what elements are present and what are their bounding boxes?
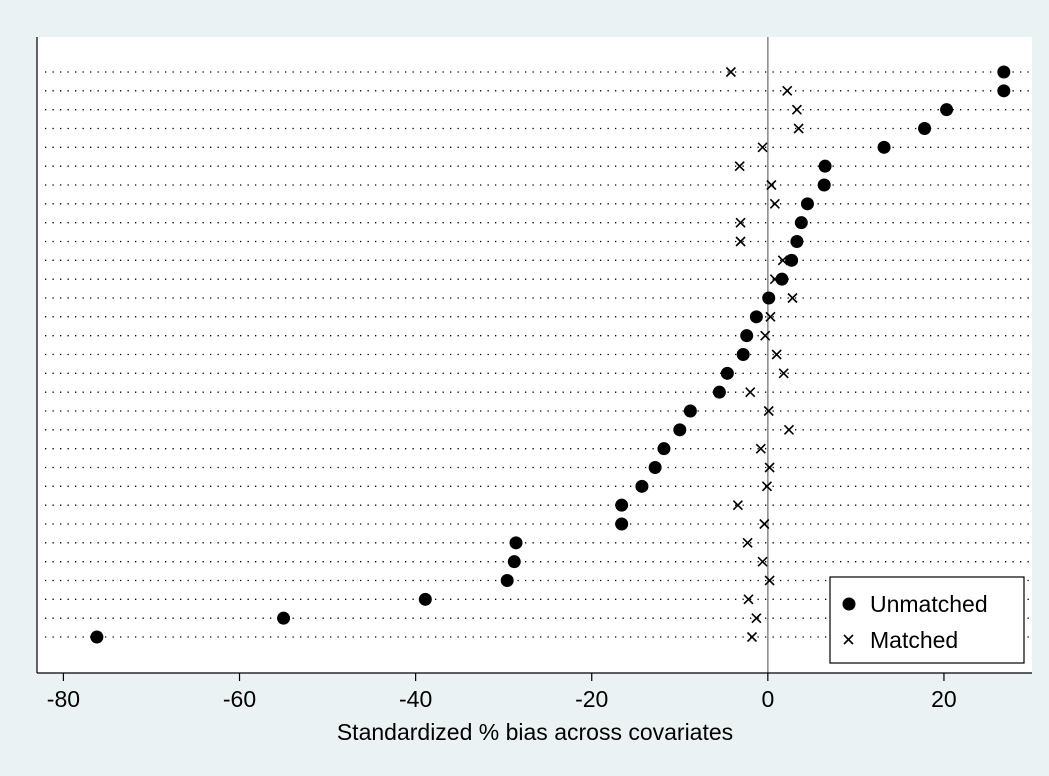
matched-point: [782, 85, 793, 96]
unmatched-point: [720, 366, 734, 380]
matched-point: [765, 311, 776, 322]
matched-point: [742, 537, 753, 548]
matched-point: [787, 292, 798, 304]
x-tick-label: 0: [761, 686, 774, 712]
matched-point: [743, 594, 754, 605]
unmatched-point: [90, 630, 104, 644]
x-axis-title: Standardized % bias across covariates: [337, 719, 733, 745]
legend-matched-label: Matched: [870, 627, 958, 653]
unmatched-point: [818, 159, 832, 173]
x-axis-ticks: -80 -60 -40 -20 0 20: [47, 673, 957, 712]
matched-point: [764, 575, 775, 586]
matched-point: [745, 387, 756, 398]
unmatched-point: [877, 140, 891, 154]
matched-point: [725, 66, 736, 78]
unmatched-point: [615, 517, 629, 531]
unmatched-point: [507, 555, 521, 569]
legend-unmatched-marker: [842, 597, 856, 611]
matched-point: [735, 217, 746, 228]
data-marks: [90, 65, 1011, 644]
unmatched-point: [790, 235, 804, 248]
unmatched-point: [794, 216, 808, 230]
matched-point: [757, 142, 768, 153]
matched-point: [763, 405, 774, 417]
unmatched-point: [736, 348, 750, 361]
unmatched-point: [997, 65, 1011, 79]
unmatched-point: [277, 611, 291, 625]
unmatched-point: [740, 329, 754, 343]
matched-point: [735, 236, 746, 247]
matched-point: [778, 368, 789, 379]
x-tick-label: -80: [47, 686, 80, 712]
matched-point: [746, 631, 758, 643]
x-tick-label: -60: [223, 686, 256, 712]
unmatched-point: [615, 498, 629, 512]
unmatched-point: [500, 574, 514, 587]
matched-point: [761, 481, 773, 492]
matched-point: [764, 462, 775, 473]
matched-point: [793, 123, 804, 134]
x-tick-label: -20: [575, 686, 608, 712]
matched-point: [734, 161, 745, 172]
unmatched-point: [817, 178, 831, 192]
unmatched-point: [657, 442, 671, 456]
unmatched-point: [997, 84, 1011, 98]
matched-point: [771, 349, 782, 360]
matched-point: [783, 424, 795, 435]
legend-unmatched-label: Unmatched: [870, 591, 988, 617]
matched-point: [791, 104, 802, 115]
matched-point: [755, 443, 766, 454]
matched-point: [732, 500, 743, 511]
unmatched-point: [683, 404, 697, 418]
matched-point: [777, 255, 788, 266]
x-tick-label: 20: [931, 686, 957, 712]
x-tick-label: -40: [399, 686, 432, 712]
matched-point: [760, 330, 771, 341]
unmatched-point: [918, 122, 932, 135]
legend-matched-marker: [843, 634, 854, 645]
unmatched-point: [940, 103, 954, 117]
legend-box: [829, 576, 1025, 664]
unmatched-point: [749, 310, 763, 324]
unmatched-point: [712, 385, 726, 399]
unmatched-point: [509, 536, 523, 550]
matched-point: [759, 518, 770, 530]
legend: Unmatched Matched: [829, 576, 1025, 664]
matched-point: [751, 613, 762, 624]
unmatched-point: [762, 291, 776, 305]
matched-point: [766, 179, 777, 191]
unmatched-point: [648, 461, 662, 474]
unmatched-point: [418, 592, 432, 606]
matched-point: [757, 556, 768, 567]
matched-point: [769, 198, 780, 209]
unmatched-point: [635, 479, 649, 493]
unmatched-point: [785, 253, 799, 267]
unmatched-point: [775, 272, 789, 286]
unmatched-point: [800, 197, 814, 211]
unmatched-point: [673, 423, 687, 437]
